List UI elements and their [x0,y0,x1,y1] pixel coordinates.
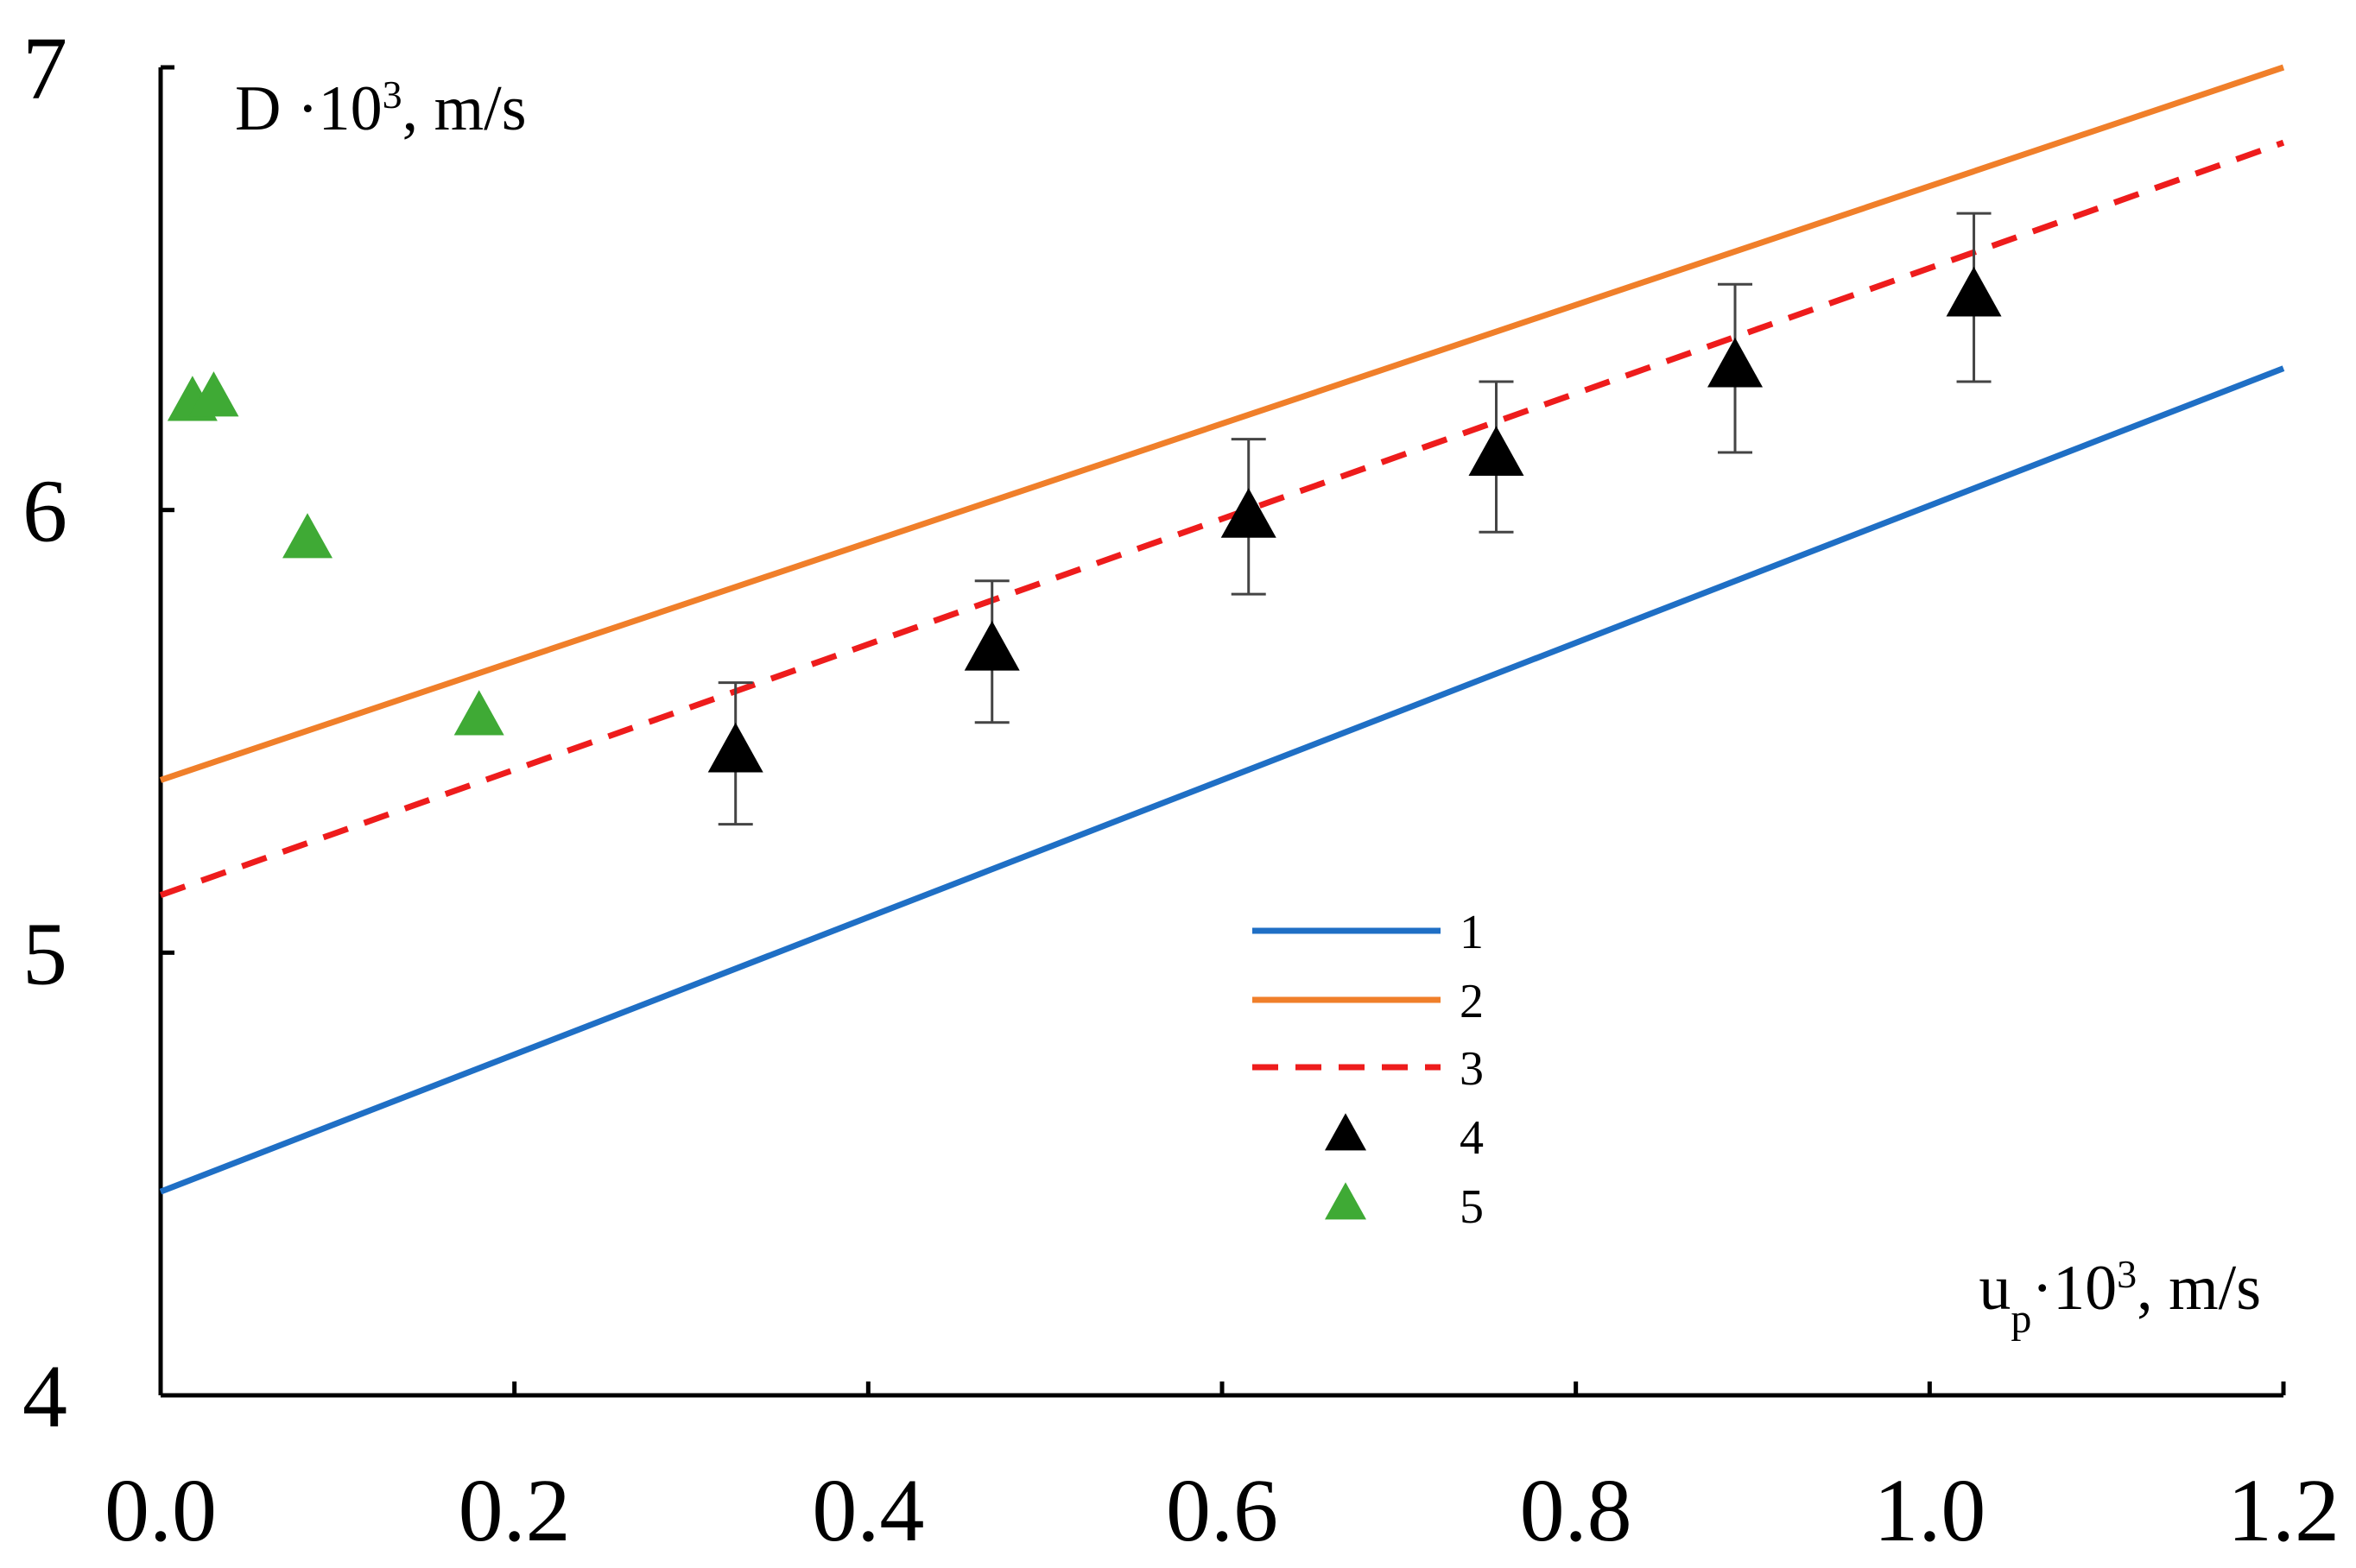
x-tick-label: 0.6 [1166,1461,1278,1560]
y-axis-title: D ·103, m/s [235,73,527,145]
y-tick-label: 6 [22,462,67,561]
series-4-point [1220,488,1276,538]
legend-label-2: 2 [1460,975,1484,1028]
legend-label-3: 3 [1460,1042,1484,1096]
legend-swatch-4 [1325,1113,1366,1151]
plot-area: 0.0 0.2 0.4 0.6 0.8 1.0 1.2 4 5 6 7 [22,19,2340,1560]
series-1-line [159,365,2285,1195]
series-2-line [159,64,2285,783]
legend-label-4: 4 [1460,1111,1484,1165]
series-4-point [1468,426,1524,477]
legend-label-5: 5 [1460,1180,1484,1234]
series-4-point [707,722,763,773]
x-tick-label: 0.8 [1520,1461,1632,1560]
series-4-point [1707,337,1764,388]
y-tick-label: 4 [22,1347,67,1446]
series-3-line [159,139,2285,898]
series-4-point [964,621,1020,671]
y-tick-label: 7 [22,19,67,118]
x-tick-label: 0.2 [459,1461,571,1560]
series-5-point [282,513,333,559]
y-tick-label: 5 [22,904,67,1003]
x-tick-label: 0.0 [104,1461,217,1560]
legend: 1 2 3 4 5 [1252,906,1484,1234]
x-tick-label: 1.2 [2227,1461,2340,1560]
series-5-point [453,690,504,736]
legend-swatch-5 [1325,1182,1366,1220]
series-4-point [1946,266,2002,317]
series-5-point [188,371,239,417]
x-tick-label: 1.0 [1873,1461,1986,1560]
legend-label-1: 1 [1460,906,1484,959]
x-tick-label: 0.4 [812,1461,924,1560]
x-axis-title: up·103, m/s [1979,1252,2261,1342]
